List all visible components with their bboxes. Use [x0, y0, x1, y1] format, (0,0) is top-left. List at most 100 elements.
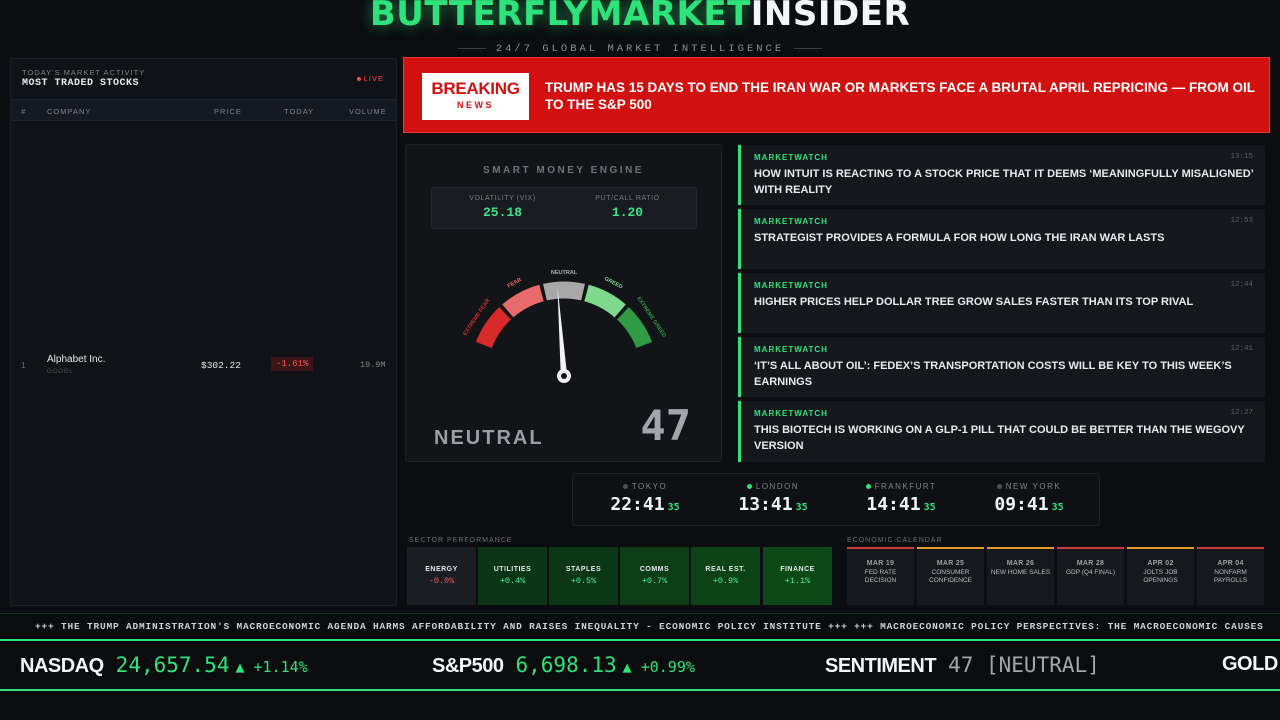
sector-tile[interactable]: ENERGY -0.0%: [407, 547, 476, 605]
news-headline[interactable]: STRATEGIST PROVIDES A FORMULA FOR HOW LO…: [754, 232, 1165, 244]
news-item[interactable]: MARKETWATCH 12:41 ‘IT’S ALL ABOUT OIL’: …: [738, 337, 1265, 397]
clock-seconds: 35: [1051, 502, 1064, 513]
col-company[interactable]: COMPANY: [47, 107, 92, 116]
market-ticker: NASDAQ 24,657.54 ▲ +1.14% S&P500 6,698.13 ▲ …: [0, 639, 1280, 691]
news-item[interactable]: MARKETWATCH 13:15 HOW INTUIT IS REACTING…: [738, 145, 1265, 205]
event-name: CONSUMER CONFIDENCE: [929, 569, 972, 584]
status-dot-icon: [865, 484, 871, 490]
sector-value: +0.9%: [712, 576, 739, 586]
sector-value: +0.5%: [570, 576, 597, 586]
economic-calendar: MAR 19 FED RATE DECISION MAR 25 CONSUMER…: [847, 547, 1265, 605]
clock-city: FRANKFURT: [837, 482, 965, 491]
sector-tile[interactable]: FINANCE +1.1%: [763, 547, 832, 605]
smart-money-engine: SMART MONEY ENGINE VOLATILITY (VIX) 25.1…: [405, 144, 722, 462]
news-headline[interactable]: HOW INTUIT IS REACTING TO A STOCK PRICE …: [754, 168, 1254, 196]
news-headline[interactable]: ‘IT’S ALL ABOUT OIL’: FEDEX’S TRANSPORTA…: [754, 360, 1232, 388]
city-name: LONDON: [755, 482, 800, 491]
news-ticker-text: +++ THE TRUMP ADMINISTRATION'S MACROECON…: [35, 621, 1264, 632]
event-name: JOLTS JOB OPENINGS: [1143, 569, 1178, 584]
row-company: Alphabet Inc.: [47, 354, 106, 365]
gauge-zone-extreme-fear: [475, 307, 512, 349]
col-rank[interactable]: #: [21, 107, 27, 116]
clock-london: LONDON 13:41 35: [709, 482, 837, 515]
live-label: LIVE: [363, 74, 384, 83]
sector-tile[interactable]: COMMS +0.7%: [620, 547, 689, 605]
zone-label-fear: FEAR: [507, 277, 523, 289]
col-price[interactable]: PRICE: [214, 107, 242, 116]
event-date: MAR 19: [866, 560, 895, 567]
breaking-news-banner[interactable]: BREAKING NEWS TRUMP HAS 15 DAYS TO END T…: [403, 57, 1270, 133]
sector-name: UTILITIES: [493, 566, 532, 573]
gauge-zone-extreme-greed: [616, 307, 653, 349]
clock-seconds: 35: [923, 502, 936, 513]
news-time: 12:44: [1230, 281, 1253, 289]
clock-seconds: 35: [795, 502, 808, 513]
sector-performance: ENERGY -0.0% UTILITIES +0.4% STAPLES +0.…: [407, 547, 833, 605]
clock-frankfurt: FRANKFURT 14:41 35: [837, 482, 965, 515]
putcall-stat: PUT/CALL RATIO 1.20: [561, 195, 694, 220]
news-time: 12:41: [1230, 345, 1253, 353]
calendar-event[interactable]: MAR 26 NEW HOME SALES: [987, 547, 1054, 605]
sector-value: -0.0%: [428, 576, 455, 586]
breaking-headline[interactable]: TRUMP HAS 15 DAYS TO END THE IRAN WAR OR…: [545, 80, 1255, 112]
news-ticker: +++ THE TRUMP ADMINISTRATION'S MACROECON…: [0, 613, 1280, 637]
sector-name: REAL EST.: [705, 566, 746, 573]
event-name: FED RATE DECISION: [864, 569, 897, 584]
news-headline[interactable]: HIGHER PRICES HELP DOLLAR TREE GROW SALE…: [754, 296, 1194, 308]
sentiment-label: NEUTRAL: [434, 427, 544, 449]
sector-name: FINANCE: [780, 566, 815, 573]
news-item[interactable]: MARKETWATCH 12:53 STRATEGIST PROVIDES A …: [738, 209, 1265, 269]
sector-value: +0.7%: [641, 576, 668, 586]
city-name: FRANKFURT: [874, 482, 937, 491]
clock-hhmm: 13:41: [738, 494, 793, 515]
clock-new-york: NEW YORK 09:41 35: [965, 482, 1093, 515]
panel-title: MOST TRADED STOCKS: [22, 78, 140, 89]
sentiment-score: 47: [640, 401, 691, 450]
sector-name: COMMS: [639, 566, 670, 573]
col-volume[interactable]: VOLUME: [349, 107, 387, 116]
gauge-zone-fear: [502, 284, 545, 318]
sector-tile[interactable]: REAL EST. +0.9%: [691, 547, 760, 605]
city-name: TOKYO: [631, 482, 668, 491]
calendar-event[interactable]: MAR 19 FED RATE DECISION: [847, 547, 914, 605]
news-item[interactable]: MARKETWATCH 12:27 THIS BIOTECH IS WORKIN…: [738, 401, 1265, 462]
ticker-value: 6,698.13: [515, 653, 617, 677]
ticker-name: NASDAQ: [20, 655, 104, 677]
clock-city: TOKYO: [581, 482, 709, 491]
zone-label-greed: GREED: [603, 276, 623, 290]
col-today[interactable]: TODAY: [284, 107, 315, 116]
clock-time: 09:41 35: [965, 494, 1093, 515]
news-source: MARKETWATCH: [754, 409, 828, 418]
panel-subtitle: TODAY'S MARKET ACTIVITY: [22, 68, 146, 77]
table-header: # COMPANY PRICE TODAY VOLUME: [11, 99, 396, 121]
ticker-name: S&P500: [432, 655, 504, 677]
status-dot-icon: [622, 484, 628, 490]
clock-city: LONDON: [709, 482, 837, 491]
ticker-sentiment: SENTIMENT 47 [NEUTRAL]: [825, 653, 1100, 678]
breaking-badge: BREAKING NEWS: [422, 73, 529, 120]
vix-label: VOLATILITY (VIX): [469, 195, 536, 202]
calendar-event[interactable]: MAR 28 GDP (Q4 FINAL): [1057, 547, 1124, 605]
news-headline[interactable]: THIS BIOTECH IS WORKING ON A GLP-1 PILL …: [754, 424, 1245, 452]
brand-part1: BUTTERFLYMARKET: [369, 0, 751, 34]
event-date: APR 02: [1147, 560, 1174, 567]
putcall-label: PUT/CALL RATIO: [595, 195, 660, 202]
calendar-event[interactable]: APR 04 NONFARM PAYROLLS: [1197, 547, 1264, 605]
news-time: 13:15: [1230, 153, 1253, 161]
news-source: MARKETWATCH: [754, 153, 828, 162]
sector-performance-label: SECTOR PERFORMANCE: [409, 537, 513, 544]
news-item[interactable]: MARKETWATCH 12:44 HIGHER PRICES HELP DOL…: [738, 273, 1265, 333]
calendar-event[interactable]: APR 02 JOLTS JOB OPENINGS: [1127, 547, 1194, 605]
gauge-zone-greed: [583, 284, 626, 318]
sector-tile[interactable]: UTILITIES +0.4%: [478, 547, 547, 605]
status-dot-icon: [996, 484, 1002, 490]
calendar-event[interactable]: MAR 25 CONSUMER CONFIDENCE: [917, 547, 984, 605]
row-volume: 19.9M: [360, 360, 386, 370]
vix-value: 25.18: [482, 205, 522, 220]
table-row[interactable]: 1 Alphabet Inc. GOOGL $302.22 -1.61% 19.…: [11, 349, 396, 381]
ticker-sp500: S&P500 6,698.13 ▲ +0.99%: [432, 653, 695, 678]
sector-value: +0.4%: [499, 576, 526, 586]
sector-tile[interactable]: STAPLES +0.5%: [549, 547, 618, 605]
brand-logo: BUTTERFLYMARKETINSIDER: [0, 0, 1280, 34]
sector-value: +1.1%: [784, 576, 811, 586]
